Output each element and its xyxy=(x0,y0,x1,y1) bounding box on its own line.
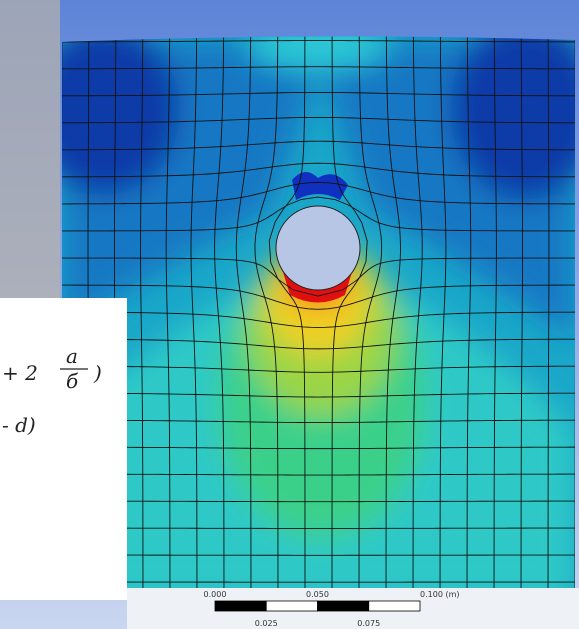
scale-label: 0.025 xyxy=(255,619,278,628)
scale-label: 0.000 xyxy=(204,590,227,599)
scale-label: 0.100 (m) xyxy=(420,590,459,599)
scale-label: 0.050 xyxy=(306,590,329,599)
handwriting: ) xyxy=(93,361,102,385)
scale-segment xyxy=(318,601,369,611)
scale-label: 0.075 xyxy=(357,619,380,628)
page: + 2 a б ) - d) 0.000 0.050 0.100 (m) 0.025 0… xyxy=(0,0,579,629)
fea-screenshot: + 2 a б ) - d) 0.000 0.050 0.100 (m) 0.025 0… xyxy=(0,0,579,629)
handwriting: - d) xyxy=(2,413,36,437)
photo-edge xyxy=(0,0,60,300)
handwriting: a xyxy=(66,344,78,368)
scale-segment xyxy=(215,601,266,611)
hole xyxy=(276,206,360,290)
handwriting: б xyxy=(66,369,79,393)
scale-segment xyxy=(369,601,420,611)
handwriting: + 2 xyxy=(2,361,38,385)
note-panel xyxy=(0,298,127,600)
scale-segment xyxy=(266,601,317,611)
